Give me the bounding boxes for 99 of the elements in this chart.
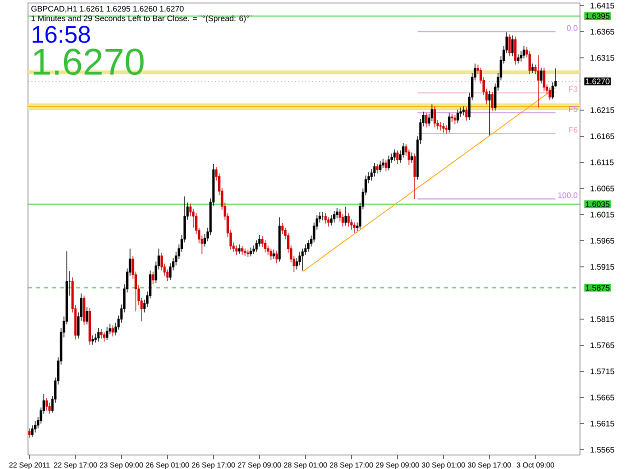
y-tick-label: 1.5965 [590, 238, 614, 244]
candlestick [514, 36, 517, 66]
y-tick-label: 1.6365 [590, 28, 614, 35]
series-label: 100.0 [558, 192, 578, 198]
y-tick-label: 1.5665 [590, 394, 614, 400]
candlestick [462, 106, 465, 116]
candlestick [442, 122, 445, 133]
candlestick [393, 148, 396, 162]
candlestick [531, 63, 534, 74]
series-label: 0.0 [566, 25, 578, 31]
candlestick [424, 112, 428, 128]
candlestick [537, 54, 540, 108]
ref-line-label: 1.6270 [586, 78, 610, 84]
candlestick [250, 247, 252, 257]
candlestick [321, 212, 324, 221]
candlestick [324, 212, 327, 224]
candlestick [382, 158, 384, 168]
y-tick-label: 1.5715 [590, 368, 614, 374]
candlestick [540, 67, 542, 84]
candlestick [278, 216, 281, 262]
candlestick [396, 150, 399, 164]
y-tick-label: 1.6415 [590, 2, 614, 8]
candlestick [301, 248, 304, 271]
candlestick [86, 306, 88, 325]
candlestick [332, 210, 336, 223]
ref-line-label: 1.5875 [586, 284, 610, 291]
candlestick [434, 106, 436, 128]
candlestick [244, 248, 246, 256]
candlestick [31, 424, 34, 438]
candlestick [152, 271, 154, 284]
candlestick [34, 420, 36, 433]
y-tick-label: 1.5815 [590, 316, 614, 322]
candlestick [448, 112, 450, 133]
candlestick [336, 208, 338, 219]
y-tick-label: 1.5565 [590, 446, 614, 453]
candlestick [344, 206, 347, 226]
candlestick [240, 246, 244, 256]
candlestick [508, 34, 511, 57]
series-label: F6 [569, 127, 578, 133]
candlestick [275, 250, 278, 264]
y-tick-label: 1.6015 [590, 212, 614, 218]
candlestick [548, 87, 552, 101]
candlestick [465, 107, 468, 121]
candlestick [307, 240, 310, 252]
y-tick-label: 1.6115 [590, 160, 614, 166]
y-tick-label: 1.5915 [590, 264, 614, 270]
candlestick [88, 308, 92, 346]
candlestick [511, 35, 514, 57]
candlestick [376, 164, 379, 174]
candlestick [439, 122, 442, 131]
candlestick [410, 152, 414, 164]
series-label: F3 [569, 86, 578, 92]
y-tick-label: 1.5765 [590, 342, 614, 348]
candlestick [542, 67, 546, 92]
candlestick [522, 46, 526, 59]
candlestick [327, 216, 330, 227]
candlestick [264, 240, 266, 253]
y-tick-label: 1.5615 [590, 420, 614, 426]
candlestick [347, 212, 350, 227]
ref-line-label: 1.6395 [586, 13, 610, 19]
candlestick [235, 245, 238, 256]
candlestick [48, 402, 51, 414]
candlestick [246, 249, 250, 258]
candlestick [413, 153, 416, 200]
candlestick [270, 248, 272, 260]
candlestick [373, 162, 376, 177]
y-tick-label: 1.6315 [590, 55, 614, 61]
y-tick-label: 1.6065 [590, 186, 614, 192]
candlestick [272, 249, 276, 260]
candlestick [238, 244, 241, 254]
candlestick [102, 332, 106, 342]
ref-line-label: 1.6035 [586, 201, 610, 208]
candlestick [100, 328, 103, 339]
candlestick [45, 398, 48, 411]
y-tick-label: 1.6165 [590, 133, 614, 140]
candlestick [330, 214, 333, 226]
candlestick [353, 222, 356, 234]
candlestick [456, 109, 460, 124]
annotation: 1.6270 [34, 48, 144, 76]
candlestick [491, 92, 494, 111]
candlestick [91, 335, 94, 346]
candlestick [516, 54, 520, 64]
candlestick [450, 113, 454, 122]
candlestick [82, 295, 86, 326]
y-tick-label: 1.6215 [590, 107, 614, 113]
candlestick [488, 90, 491, 136]
annotation: 16:58 [32, 26, 90, 43]
text: 1 Minutes and 29 Seconds Left to Bar Close. = ¨°(Spread: 6)°¨ [32, 15, 252, 23]
candlestick [445, 124, 448, 134]
candlestick [388, 155, 390, 171]
candlestick [106, 326, 108, 340]
candlestick [112, 325, 114, 337]
candlestick [28, 428, 31, 438]
candlestick [528, 50, 531, 74]
candlestick [378, 160, 382, 173]
candlestick [97, 328, 100, 342]
candlestick [454, 114, 456, 125]
chart-title: GBPCAD,H1 1.6261 1.6295 1.6260 1.6270 [31, 6, 184, 13]
candlestick [384, 159, 388, 172]
